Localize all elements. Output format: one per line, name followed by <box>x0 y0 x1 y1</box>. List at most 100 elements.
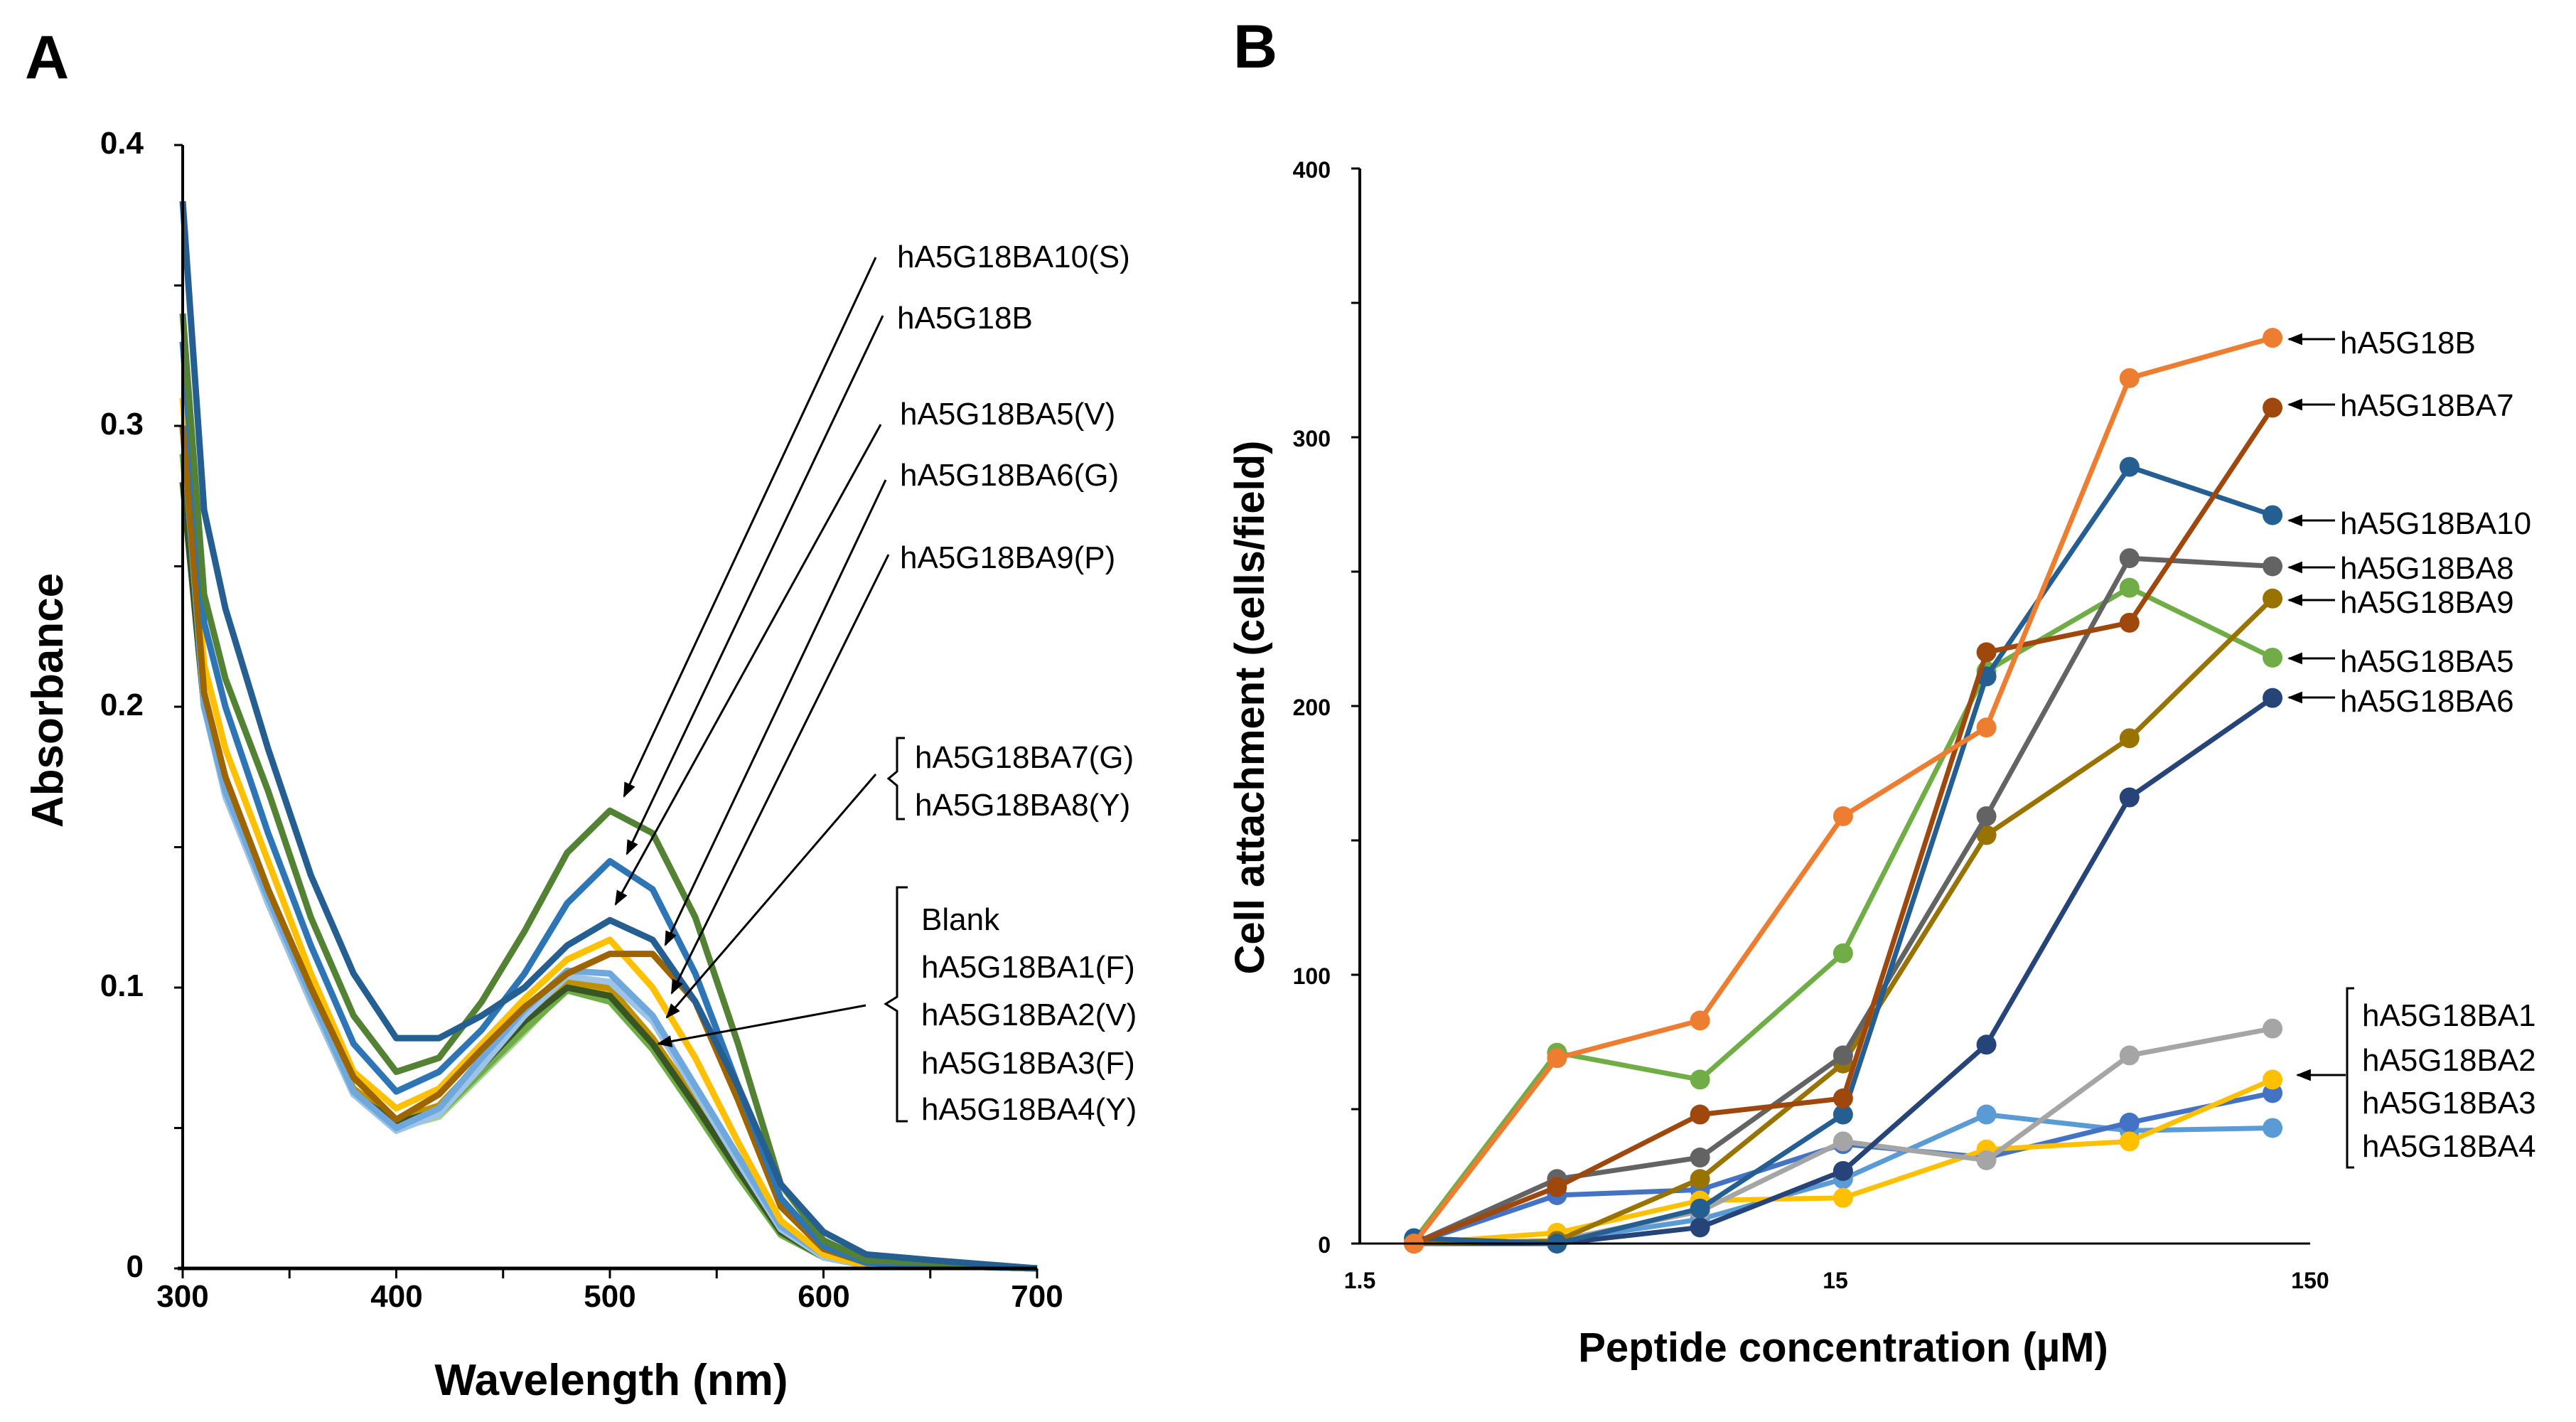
data-point <box>1832 943 1853 963</box>
b-xtick: 1.5 <box>1344 1268 1375 1293</box>
data-point <box>2119 577 2140 598</box>
arrow-icon <box>664 479 887 946</box>
data-point <box>1976 1104 1997 1125</box>
data-point <box>2119 787 2140 808</box>
a-ytick: 0.1 <box>100 968 144 1003</box>
data-point <box>2263 1118 2283 1138</box>
data-point <box>1832 1187 1853 1208</box>
data-point <box>2119 368 2140 388</box>
data-point <box>2263 588 2283 609</box>
b-ytick: 300 <box>1293 426 1331 451</box>
a-label: hA5G18BA3(F) <box>921 1046 1135 1081</box>
a-label: hA5G18BA8(Y) <box>915 788 1130 823</box>
b-label: hA5G18BA4 <box>2362 1129 2536 1164</box>
b-label: hA5G18BA8 <box>2340 551 2514 586</box>
panel-a: A 0 0.1 0.2 0.3 0.4 300 400 500 600 700 … <box>23 23 1137 1405</box>
data-point <box>1976 1035 1997 1055</box>
panel-a-letter: A <box>25 23 69 92</box>
a-xtick: 700 <box>1011 1279 1063 1314</box>
data-point <box>2263 556 2283 577</box>
data-point <box>1832 806 1853 826</box>
b-label: hA5G18B <box>2340 326 2476 360</box>
spectrum-line <box>179 313 1038 1272</box>
b-xtick: 15 <box>1823 1268 1848 1293</box>
panel-b-letter: B <box>1233 13 1277 81</box>
b-label: hA5G18BA2 <box>2362 1043 2536 1078</box>
data-point <box>1832 1045 1853 1066</box>
arrow-icon <box>623 257 877 798</box>
data-point <box>1832 1104 1853 1125</box>
arrow-icon <box>665 774 877 1019</box>
a-label: Blank <box>921 902 1000 937</box>
a-label: hA5G18BA1(F) <box>921 950 1135 985</box>
data-point <box>1976 642 1997 663</box>
a-label: hA5G18BA7(G) <box>915 740 1134 775</box>
b-ytick: 100 <box>1293 963 1331 989</box>
a-ytick: 0 <box>127 1249 144 1284</box>
a-ytick: 0.3 <box>100 407 144 442</box>
a-label: hA5G18BA10(S) <box>897 240 1130 274</box>
b-label: hA5G18BA1 <box>2362 998 2536 1033</box>
b-label: hA5G18BA10 <box>2340 506 2531 541</box>
a-x-axis-title: Wavelength (nm) <box>434 1356 788 1405</box>
data-point <box>1690 1148 1710 1168</box>
b-arrows <box>2287 333 2354 1169</box>
series-line <box>1414 464 2274 1246</box>
data-point <box>2119 1045 2140 1066</box>
a-xtick: 600 <box>798 1279 849 1314</box>
panel-b-ticks <box>1351 167 1360 1245</box>
data-point <box>2119 548 2140 569</box>
b-label: hA5G18BA3 <box>2362 1086 2536 1121</box>
a-label: hA5G18BA4(Y) <box>921 1092 1137 1127</box>
spectrum-line <box>179 341 1038 1272</box>
data-point <box>1976 717 1997 738</box>
data-point <box>1547 1177 1567 1197</box>
a-y-axis-title: Absorbance <box>23 573 73 828</box>
data-point <box>2263 1069 2283 1090</box>
a-ytick: 0.4 <box>100 126 144 161</box>
a-arrows <box>614 257 908 1123</box>
arrow-icon <box>626 315 884 855</box>
data-point <box>1690 1198 1710 1219</box>
b-xtick: 150 <box>2291 1268 2329 1293</box>
data-point <box>2263 688 2283 708</box>
panel-b: B 0 100 200 300 400 1.5 15 150 Peptide c… <box>1227 13 2536 1371</box>
data-point <box>1690 1217 1710 1238</box>
spectrum-line <box>179 397 1038 1272</box>
a-xtick: 400 <box>370 1279 422 1314</box>
data-point <box>1547 1048 1567 1069</box>
b-label: hA5G18BA6 <box>2340 684 2514 719</box>
panel-a-series <box>179 201 1038 1272</box>
data-point <box>2263 397 2283 418</box>
a-label: hA5G18BA5(V) <box>900 397 1115 432</box>
data-point <box>1690 1169 1710 1190</box>
data-point <box>2263 1018 2283 1039</box>
b-ytick: 0 <box>1318 1232 1331 1258</box>
data-point <box>2119 612 2140 633</box>
a-label: hA5G18BA2(V) <box>921 998 1137 1032</box>
data-point <box>1976 1150 1997 1170</box>
data-point <box>1690 1069 1710 1090</box>
a-label: hA5G18B <box>897 301 1033 336</box>
data-point <box>1832 1088 1853 1108</box>
arrow-icon <box>656 1004 866 1047</box>
data-point <box>1976 806 1997 826</box>
data-point <box>2119 1112 2140 1133</box>
a-xtick: 500 <box>584 1279 635 1314</box>
b-y-axis-title: Cell attachment (cells/field) <box>1227 441 1273 975</box>
b-label: hA5G18BA5 <box>2340 644 2514 679</box>
data-point <box>1690 1010 1710 1031</box>
bracket-icon <box>886 737 905 820</box>
data-point <box>2119 728 2140 749</box>
b-label: hA5G18BA9 <box>2340 585 2514 620</box>
a-label: hA5G18BA6(G) <box>900 458 1119 493</box>
a-label: hA5G18BA9(P) <box>900 540 1115 575</box>
bracket-icon <box>884 886 908 1123</box>
panel-b-series <box>1404 328 2283 1253</box>
data-point <box>2263 328 2283 348</box>
spectrum-line <box>179 201 1038 1272</box>
b-x-axis-title: Peptide concentration (µM) <box>1578 1325 2108 1371</box>
b-label: hA5G18BA7 <box>2340 388 2514 423</box>
b-ytick: 400 <box>1293 157 1331 183</box>
